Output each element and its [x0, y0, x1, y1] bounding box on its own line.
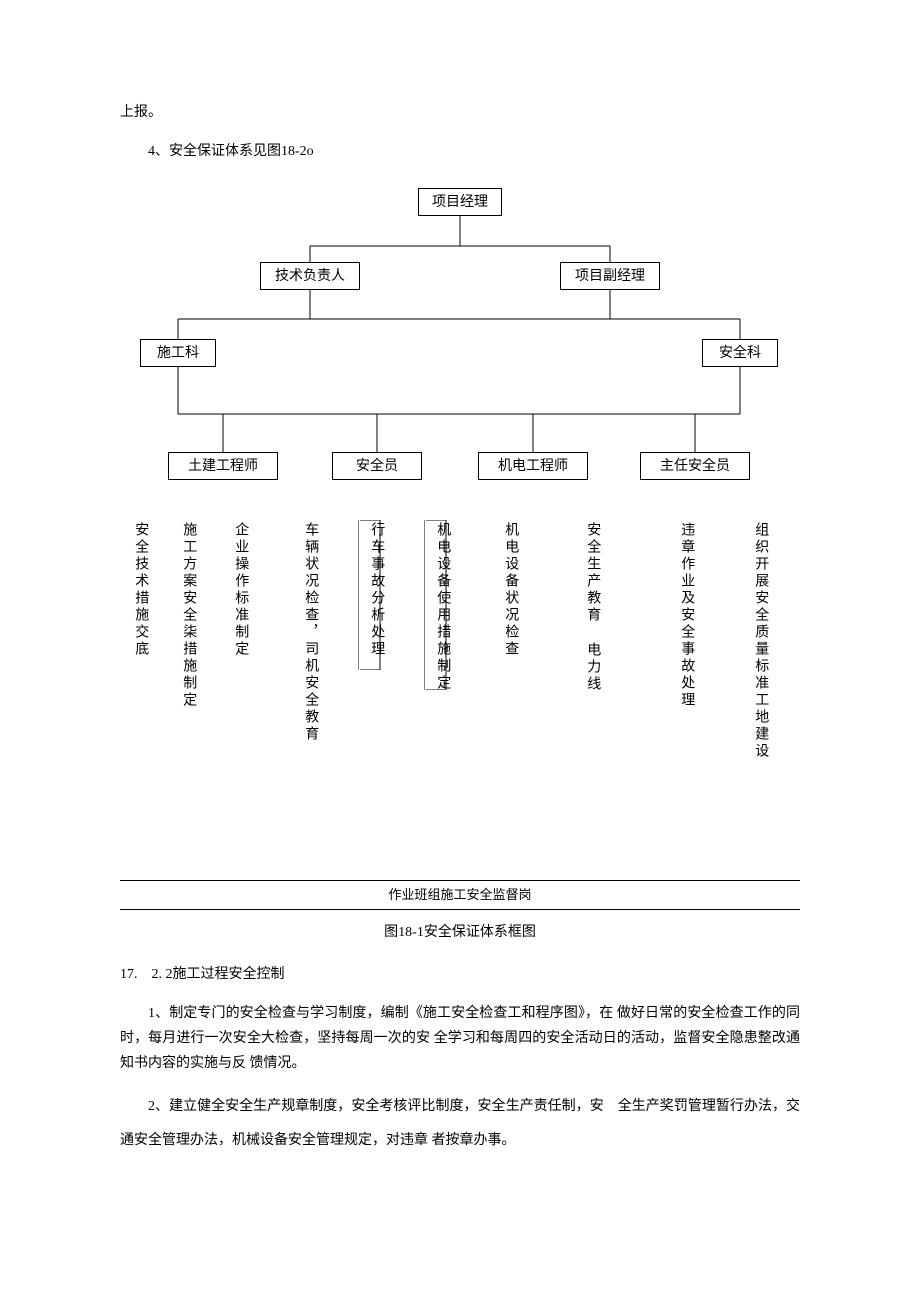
leaf-8: 安全生产教育 电力线 [580, 522, 605, 693]
leaf-7: 机电设备状况检查 [498, 522, 523, 658]
node-deputy-pm: 项目副经理 [560, 262, 660, 290]
node-safety-officer: 安全员 [332, 452, 422, 480]
intro-line2: 4、安全保证体系见图18-2o [120, 139, 800, 164]
node-me-eng: 机电工程师 [478, 452, 588, 480]
section-heading: 17. 2. 2施工过程安全控制 [120, 962, 800, 987]
leaf-4: 车辆状况检查，司机安全教育 [298, 522, 323, 743]
node-safety-dept: 安全科 [702, 339, 778, 367]
leaf-9: 违章作业及安全事故处理 [674, 522, 699, 709]
node-chief-safety: 主任安全员 [640, 452, 750, 480]
leaf-10: 组织开展安全质量标准工地建设 [748, 522, 773, 760]
node-construction-dept: 施工科 [140, 339, 216, 367]
leaf-6: 机电设备使用措施制定 [430, 522, 455, 692]
figure-caption: 图18-1安全保证体系框图 [120, 920, 800, 945]
intro-line1: 上报。 [120, 100, 800, 125]
para-1: 1、制定专门的安全检查与学习制度，编制《施工安全检查工和程序图》，在 做好日常的… [120, 1001, 800, 1077]
leaf-1: 安全技术措施交底 [128, 522, 153, 658]
leaf-2: 施工方案安全柒措施制定 [176, 522, 201, 709]
para-2: 2、建立健全安全生产规章制度，安全考核评比制度，安全生产责任制，安 全生产奖罚管… [120, 1090, 800, 1157]
node-civil-eng: 土建工程师 [168, 452, 278, 480]
footer-box: 作业班组施工安全监督岗 [120, 880, 800, 909]
node-tech-lead: 技术负责人 [260, 262, 360, 290]
node-pm: 项目经理 [418, 188, 502, 216]
leaf-5: 行车事故分析处理 [364, 522, 389, 658]
leaf-3: 企业操作标准制定 [228, 522, 253, 658]
org-chart: 项目经理 技术负责人 项目副经理 施工科 安全科 土建工程师 安全员 机电工程师… [120, 184, 800, 884]
